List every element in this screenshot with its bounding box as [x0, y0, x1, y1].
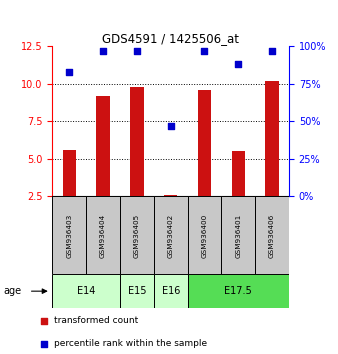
- Point: [41, 341, 46, 347]
- Bar: [52, 196, 86, 274]
- Point: [236, 61, 241, 67]
- Bar: [198, 90, 211, 196]
- Bar: [164, 195, 177, 196]
- Bar: [120, 274, 154, 308]
- Bar: [86, 196, 120, 274]
- Bar: [96, 96, 110, 196]
- Bar: [120, 196, 154, 274]
- Bar: [154, 274, 188, 308]
- Text: GSM936405: GSM936405: [134, 213, 140, 258]
- Bar: [188, 196, 221, 274]
- Text: E16: E16: [162, 286, 180, 296]
- Title: GDS4591 / 1425506_at: GDS4591 / 1425506_at: [102, 32, 239, 45]
- Text: E17.5: E17.5: [224, 286, 252, 296]
- Point: [67, 69, 72, 74]
- Text: E14: E14: [77, 286, 95, 296]
- Bar: [221, 196, 255, 274]
- Bar: [188, 274, 289, 308]
- Bar: [232, 152, 245, 196]
- Point: [202, 48, 207, 53]
- Text: age: age: [3, 286, 22, 296]
- Bar: [130, 87, 144, 196]
- Bar: [63, 150, 76, 196]
- Text: GSM936403: GSM936403: [66, 213, 72, 258]
- Text: percentile rank within the sample: percentile rank within the sample: [54, 339, 208, 348]
- Bar: [255, 196, 289, 274]
- Text: GSM936400: GSM936400: [201, 213, 208, 258]
- Point: [168, 123, 173, 129]
- Bar: [265, 81, 279, 196]
- Text: GSM936406: GSM936406: [269, 213, 275, 258]
- Point: [269, 48, 275, 53]
- Text: transformed count: transformed count: [54, 316, 139, 325]
- Bar: [52, 274, 120, 308]
- Text: GSM936404: GSM936404: [100, 213, 106, 258]
- Point: [41, 318, 46, 324]
- Point: [134, 48, 140, 53]
- Text: GSM936402: GSM936402: [168, 213, 174, 258]
- Bar: [154, 196, 188, 274]
- Point: [100, 48, 106, 53]
- Text: E15: E15: [128, 286, 146, 296]
- Text: GSM936401: GSM936401: [235, 213, 241, 258]
